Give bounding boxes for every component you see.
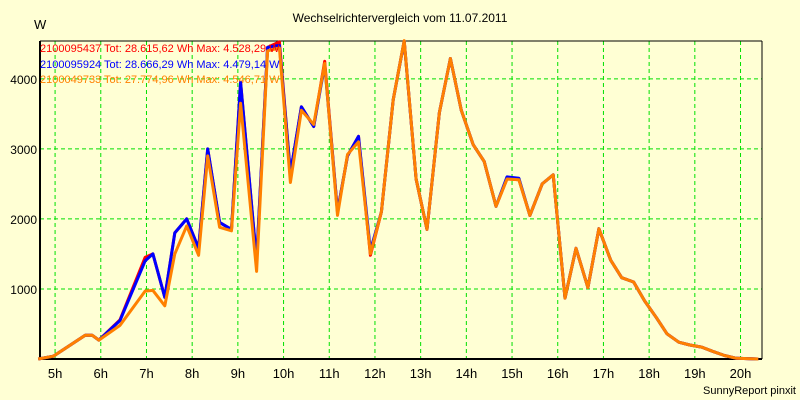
x-tick-label: 7h: [139, 366, 153, 381]
legend: 2100095437 Tot: 28.615,62 Wh Max: 4.528,…: [40, 42, 280, 89]
x-tick-label: 8h: [185, 366, 199, 381]
x-tick-label: 6h: [94, 366, 108, 381]
x-tick-label: 20h: [730, 366, 752, 381]
y-axis-unit: W: [34, 17, 47, 32]
chart-title: Wechselrichtervergleich vom 11.07.2011: [292, 11, 508, 25]
x-tick-label: 12h: [364, 366, 386, 381]
y-tick-label: 2000: [10, 213, 37, 227]
x-tick-label: 13h: [410, 366, 432, 381]
x-tick-label: 19h: [684, 366, 706, 381]
footer-credit: SunnyReport pinxit: [703, 385, 796, 397]
x-tick-label: 14h: [455, 366, 477, 381]
series-line-2100049733: [37, 39, 759, 361]
x-tick-label: 11h: [319, 366, 340, 381]
x-tick-label: 16h: [547, 366, 569, 381]
x-tick-label: 17h: [593, 366, 615, 381]
x-tick-label: 15h: [501, 366, 523, 381]
x-tick-label: 5h: [48, 366, 62, 381]
legend-entry-0: 2100095437 Tot: 28.615,62 Wh Max: 4.528,…: [40, 43, 280, 55]
y-tick-label: 4000: [10, 73, 37, 87]
x-tick-label: 10h: [273, 366, 295, 381]
x-tick-label: 18h: [638, 366, 660, 381]
legend-entry-1: 2100095924 Tot: 28.666,29 Wh Max: 4.479,…: [40, 58, 280, 71]
legend-entry-2: 2100049733 Tot: 27.774,96 Wh Max: 4.546,…: [40, 74, 280, 86]
y-tick-label: 3000: [10, 143, 37, 157]
y-tick-label: 1000: [10, 283, 37, 297]
x-tick-label: 9h: [231, 366, 245, 381]
